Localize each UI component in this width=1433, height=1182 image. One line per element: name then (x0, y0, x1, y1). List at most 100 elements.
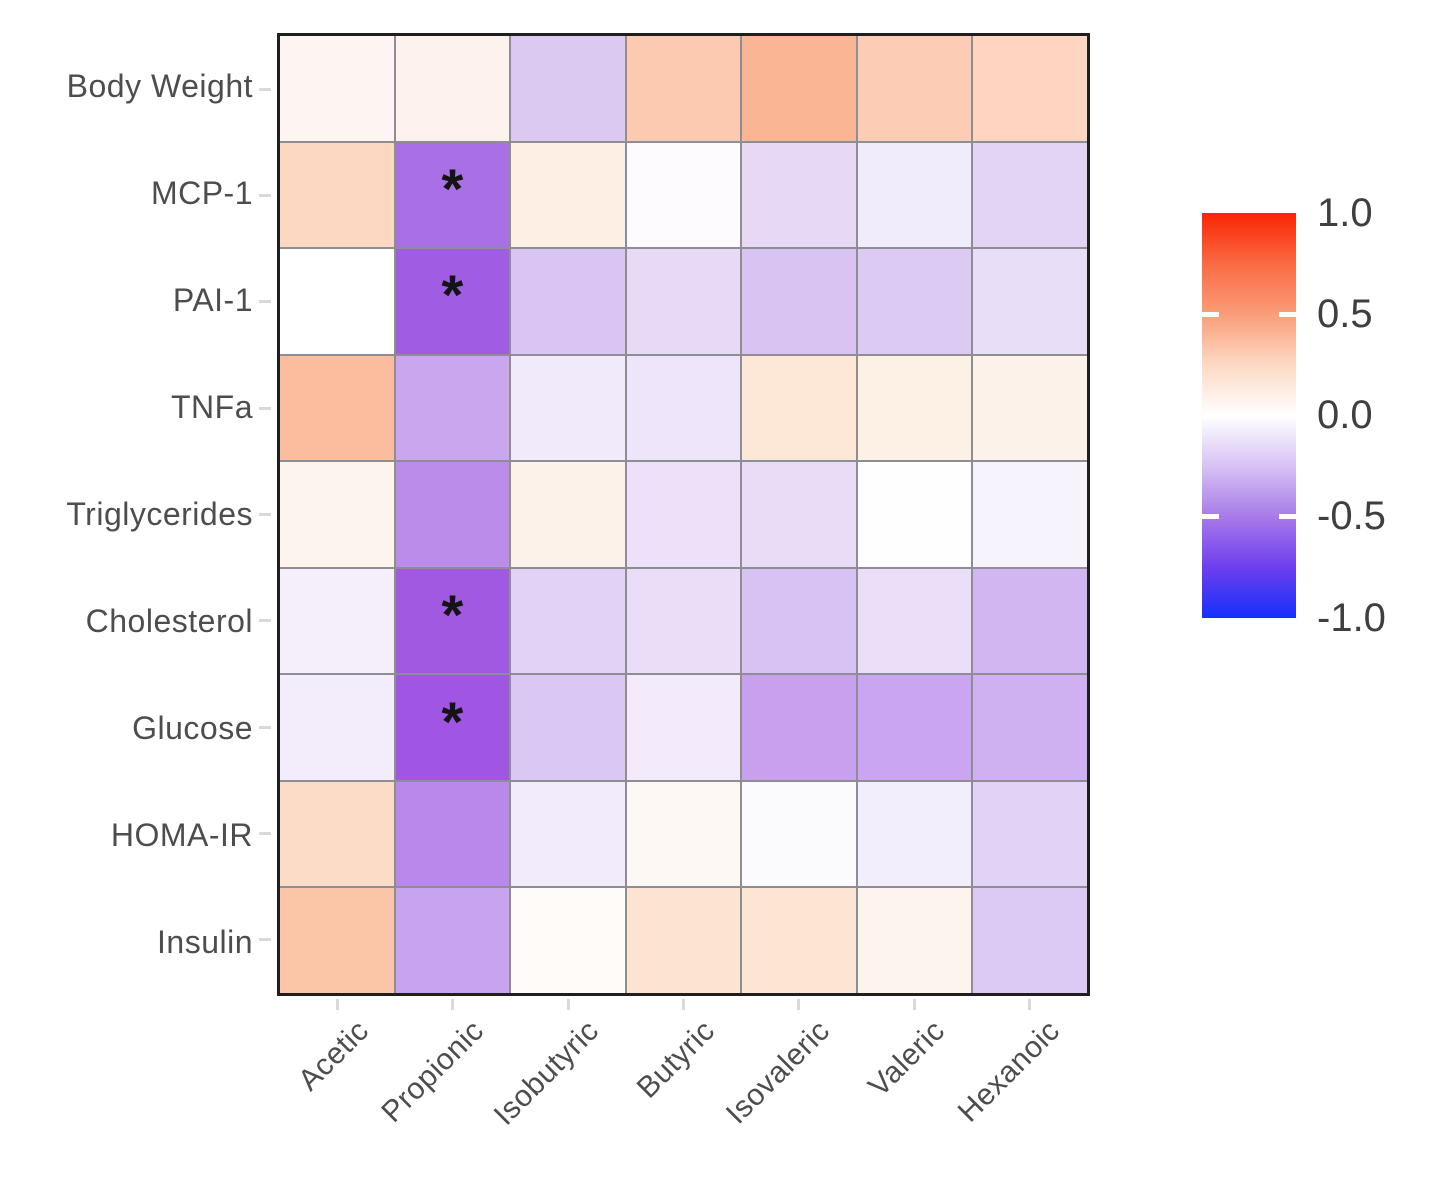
x-axis-label: Valeric (862, 1014, 952, 1104)
heatmap-cell (395, 781, 510, 887)
heatmap-cell (511, 781, 625, 887)
heatmap-cell (511, 355, 625, 461)
heatmap-cell (280, 462, 394, 567)
y-axis-labels: Body Weight MCP-1 PAI-1 TNFa Triglycerides Ch… (0, 33, 253, 996)
heatmap-cell (626, 781, 741, 887)
heatmap-cell (857, 36, 972, 141)
significance-asterisk: * (441, 263, 464, 327)
heatmap-cell (511, 888, 625, 993)
colorbar-tick-label: -0.5 (1317, 494, 1386, 539)
heatmap-cell (742, 355, 856, 461)
colorbar-tick-label: 1.0 (1317, 190, 1373, 235)
heatmap-cell (626, 675, 741, 780)
heatmap-plot-area: * * * * (277, 33, 1090, 996)
y-axis-tick (259, 87, 271, 91)
y-axis-label: Insulin (157, 924, 253, 960)
colorbar-tick-label: 0.0 (1317, 393, 1373, 437)
heatmap-cell (280, 781, 394, 887)
heatmap-cell (857, 888, 972, 993)
colorbar-tick (1202, 514, 1219, 520)
heatmap-cell (857, 462, 972, 567)
y-axis-label: MCP-1 (150, 175, 253, 211)
x-axis-label: Isovaleric (719, 1014, 837, 1131)
heatmap-cell: * (395, 142, 510, 248)
heatmap-cell (742, 36, 856, 141)
y-axis-tick (259, 406, 271, 410)
heatmap-cell: * (395, 249, 510, 354)
y-axis-label: PAI-1 (172, 282, 253, 318)
x-axis-label: Butyric (630, 1014, 721, 1105)
colorbar-tick (1279, 514, 1296, 520)
heatmap-cell (395, 462, 510, 567)
heatmap-cell (742, 781, 856, 887)
heatmap-cell (626, 462, 741, 567)
x-axis-tick (682, 999, 685, 1010)
heatmap-cell (511, 142, 625, 248)
heatmap-cell (280, 675, 394, 780)
heatmap-cell (857, 142, 972, 248)
heatmap-cell (857, 781, 972, 887)
heatmap-cell (626, 36, 741, 141)
y-axis-label: Triglycerides (66, 496, 253, 532)
heatmap-cell: * (395, 675, 510, 780)
x-axis-tick (336, 999, 340, 1010)
heatmap-cell (973, 462, 1087, 567)
colorbar-tick (1202, 311, 1219, 317)
heatmap-cell (857, 355, 972, 461)
heatmap-cell (280, 249, 394, 354)
significance-asterisk: * (441, 583, 464, 647)
y-axis-label: Body Weight (66, 68, 253, 104)
x-axis-tick (797, 999, 801, 1010)
y-axis-label: Glucose (132, 710, 253, 746)
heatmap-cell (973, 675, 1087, 780)
heatmap-cell (742, 142, 856, 248)
heatmap-cell (742, 249, 856, 354)
colorbar-gradient (1202, 213, 1296, 618)
heatmap-cell (742, 568, 856, 674)
heatmap-cell (973, 781, 1087, 887)
y-axis-tick (259, 725, 271, 729)
x-axis-label: Propionic (375, 1014, 491, 1129)
heatmap-cell (742, 675, 856, 780)
heatmap-cell: * (395, 568, 510, 674)
heatmap-cell (626, 355, 741, 461)
heatmap-cell (973, 142, 1087, 248)
heatmap-cell (511, 675, 625, 780)
heatmap-cell (857, 568, 972, 674)
heatmap-cell (511, 462, 625, 567)
heatmap-cell (742, 462, 856, 567)
heatmap-cell (280, 36, 394, 141)
y-axis-label: Cholesterol (85, 603, 253, 639)
heatmap-cell (973, 888, 1087, 993)
heatmap-cell (626, 249, 741, 354)
colorbar-tick-label: 0.5 (1317, 291, 1373, 336)
x-axis-label: Hexanoic (952, 1014, 1067, 1129)
colorbar-tick (1279, 311, 1296, 317)
y-axis-label: TNFa (171, 389, 253, 425)
y-axis-tick (259, 619, 271, 623)
heatmap-cell (280, 888, 394, 993)
heatmap-cell (742, 888, 856, 993)
heatmap-cell (280, 142, 394, 248)
colorbar-tick-label: -1.0 (1317, 595, 1386, 640)
heatmap-cell (280, 355, 394, 461)
heatmap-cell (973, 36, 1087, 141)
x-axis-tick (566, 999, 570, 1010)
significance-asterisk: * (441, 689, 464, 753)
x-axis-label: Acetic (291, 1014, 375, 1098)
heatmap-cell (626, 568, 741, 674)
y-axis-tick (259, 513, 271, 516)
heatmap-cell (395, 36, 510, 141)
heatmap-cell (973, 568, 1087, 674)
heatmap-cell (511, 249, 625, 354)
x-axis-tick (451, 999, 455, 1010)
y-axis-tick (259, 832, 271, 835)
heatmap-cell (857, 249, 972, 354)
heatmap-cell (511, 568, 625, 674)
heatmap-cell (973, 355, 1087, 461)
heatmap-cell (857, 675, 972, 780)
y-axis-label: HOMA-IR (110, 817, 253, 853)
heatmap-cell (395, 355, 510, 461)
x-axis-tick (1027, 999, 1031, 1010)
heatmap-cell (626, 888, 741, 993)
